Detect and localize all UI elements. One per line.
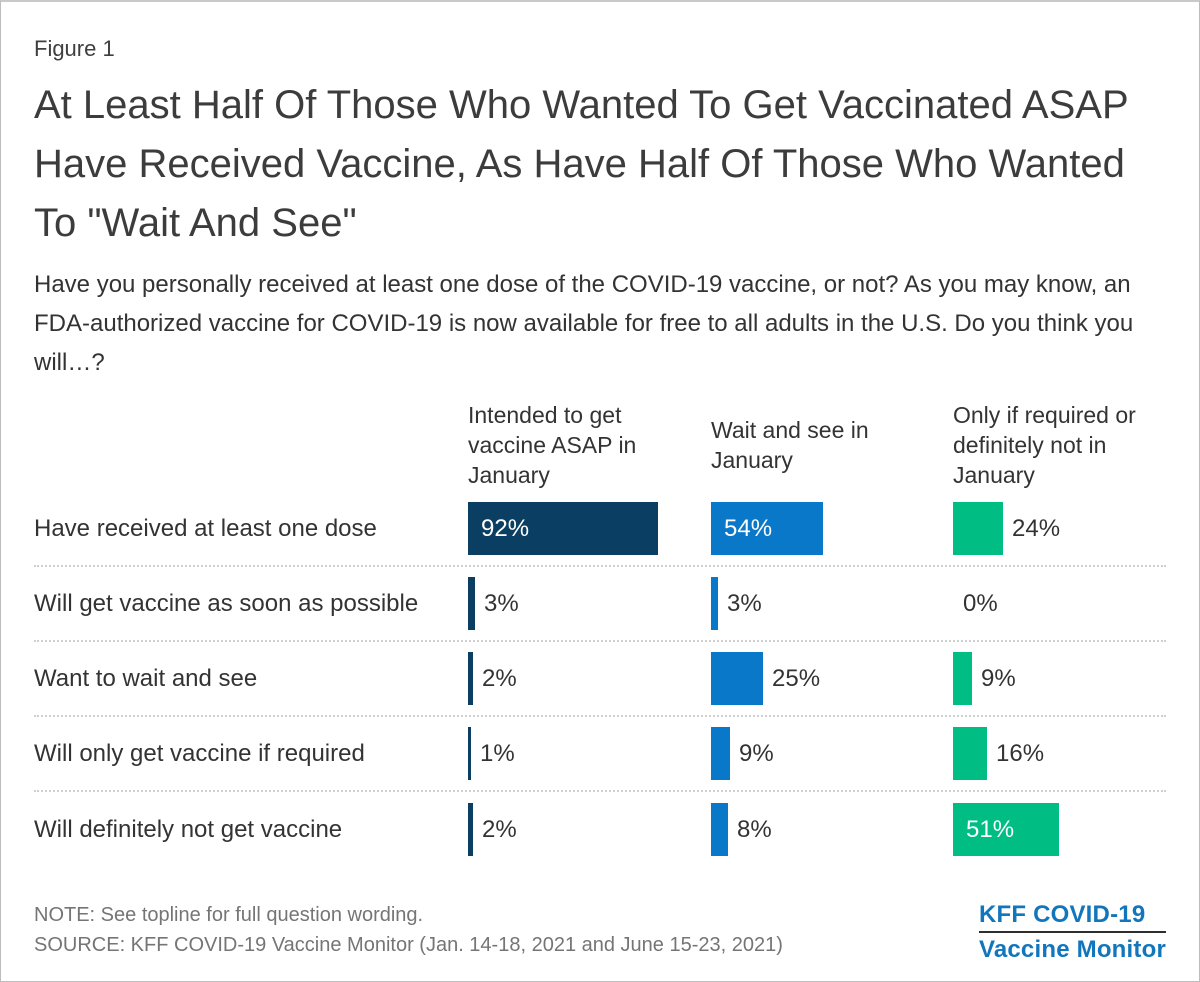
source-text: SOURCE: KFF COVID-19 Vaccine Monitor (Ja… xyxy=(34,934,783,956)
bar: 92% xyxy=(468,502,658,555)
bar: 54% xyxy=(711,502,823,555)
bar xyxy=(468,803,473,856)
row-label: Want to wait and see xyxy=(34,664,258,692)
kff-logo-divider xyxy=(978,931,1166,933)
value-label: 51% xyxy=(966,815,1015,843)
bar xyxy=(953,652,972,705)
chart-title: At Least Half Of Those Who Wanted To Get… xyxy=(34,83,1128,245)
bar-cell: 0% xyxy=(953,577,1168,630)
kff-logo-line1: KFF COVID-19 xyxy=(978,901,1146,928)
bar-cell: 2% xyxy=(468,803,711,856)
value-label: 1% xyxy=(480,739,515,767)
column-header-wait-and-see: Wait and see in January xyxy=(711,415,953,475)
bar-chart: Intended to get vaccine ASAP in January … xyxy=(34,398,1166,867)
value-label: 25% xyxy=(772,664,821,692)
value-label: 2% xyxy=(482,664,517,692)
bar xyxy=(711,577,718,630)
chart-row: Will get vaccine as soon as possible 3% 3%… xyxy=(34,567,1166,642)
bar-cell: 92% xyxy=(468,502,711,555)
bar xyxy=(711,727,730,780)
value-label: 92% xyxy=(481,514,530,542)
bar xyxy=(711,803,728,856)
bar-cell: 9% xyxy=(711,727,953,780)
bar-cell: 16% xyxy=(953,727,1168,780)
footer-notes: NOTE: See topline for full question word… xyxy=(34,900,783,960)
value-label: 9% xyxy=(739,739,774,767)
chart-row: Will only get vaccine if required 1% 9% 16% xyxy=(34,717,1166,792)
bar-cell: 3% xyxy=(711,577,953,630)
column-headers: Intended to get vaccine ASAP in January … xyxy=(34,398,1166,492)
bar xyxy=(468,652,473,705)
bar xyxy=(953,502,1003,555)
bar-cell: 24% xyxy=(953,502,1168,555)
chart-row: Will definitely not get vaccine 2% 8% 51% xyxy=(34,792,1166,867)
value-label: 16% xyxy=(996,739,1045,767)
chart-row: Have received at least one dose 92% 54% 24% xyxy=(34,492,1166,567)
value-label: 2% xyxy=(482,815,517,843)
column-header-wait-and-see-label: Wait and see in January xyxy=(711,417,869,473)
bar-cell: 3% xyxy=(468,577,711,630)
column-header-asap: Intended to get vaccine ASAP in January xyxy=(468,400,711,490)
chart-subtitle: Have you personally received at least on… xyxy=(34,271,1134,376)
column-header-asap-label: Intended to get vaccine ASAP in January xyxy=(468,402,637,488)
bar xyxy=(468,727,471,780)
value-label: 9% xyxy=(981,664,1016,692)
bar-cell: 25% xyxy=(711,652,953,705)
note-text: NOTE: See topline for full question word… xyxy=(34,904,424,926)
value-label: 54% xyxy=(724,514,773,542)
footer: NOTE: See topline for full question word… xyxy=(34,900,1166,963)
bar: 51% xyxy=(953,803,1059,856)
row-label: Will get vaccine as soon as possible xyxy=(34,589,419,617)
figure-label: Figure 1 xyxy=(34,36,115,61)
bar xyxy=(711,652,763,705)
value-label: 3% xyxy=(484,589,519,617)
row-label: Will only get vaccine if required xyxy=(34,739,365,767)
column-header-only-if-required-label: Only if required or definitely not in Ja… xyxy=(953,402,1136,488)
kff-logo: KFF COVID-19 Vaccine Monitor xyxy=(978,901,1166,963)
row-label: Have received at least one dose xyxy=(34,514,377,542)
value-label: 8% xyxy=(737,815,772,843)
bar xyxy=(953,727,987,780)
bar xyxy=(468,577,475,630)
bar-cell: 2% xyxy=(468,652,711,705)
bar-cell: 9% xyxy=(953,652,1168,705)
bar-cell: 51% xyxy=(953,803,1168,856)
chart-rows: Have received at least one dose 92% 54% 24%… xyxy=(34,492,1166,867)
value-label: 24% xyxy=(1012,514,1061,542)
column-header-only-if-required: Only if required or definitely not in Ja… xyxy=(953,400,1168,490)
kff-logo-line2: Vaccine Monitor xyxy=(978,936,1166,963)
value-label: 3% xyxy=(727,589,762,617)
chart-row: Want to wait and see 2% 25% 9% xyxy=(34,642,1166,717)
value-label: 0% xyxy=(963,589,998,617)
bar-cell: 1% xyxy=(468,727,711,780)
row-label: Will definitely not get vaccine xyxy=(34,815,343,843)
bar-cell: 54% xyxy=(711,502,953,555)
bar-cell: 8% xyxy=(711,803,953,856)
